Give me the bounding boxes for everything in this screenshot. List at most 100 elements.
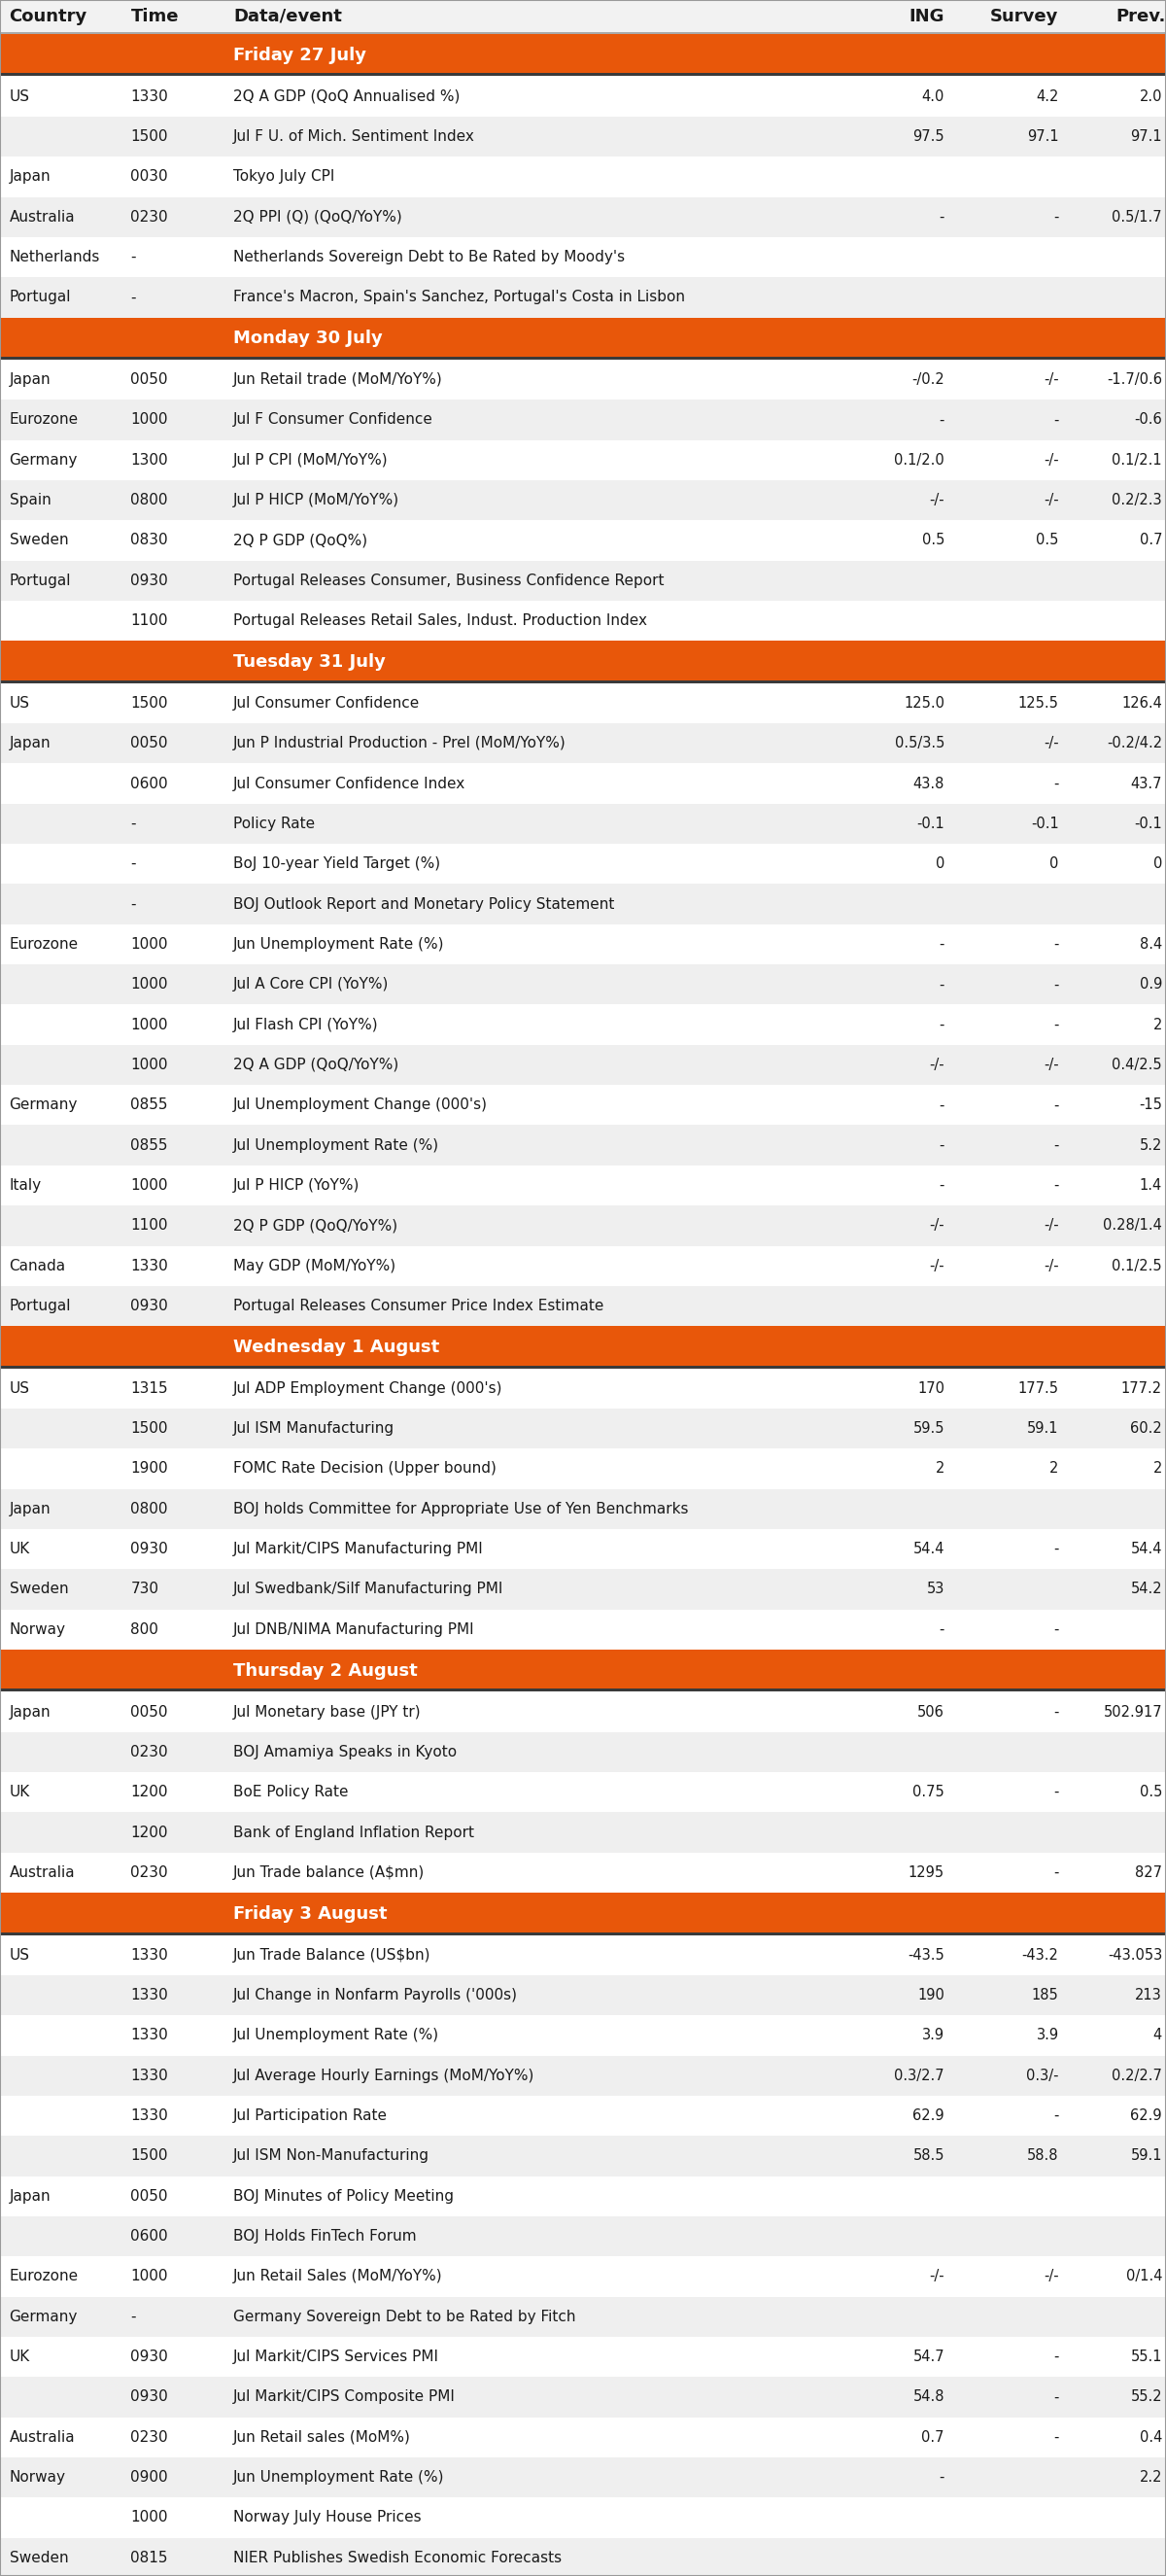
Text: US: US: [9, 1947, 30, 1963]
Text: Jul Markit/CIPS Composite PMI: Jul Markit/CIPS Composite PMI: [233, 2391, 456, 2403]
Text: Japan: Japan: [9, 1502, 51, 1517]
Text: -: -: [940, 938, 944, 951]
Text: 1000: 1000: [131, 1059, 168, 1072]
Text: 1200: 1200: [131, 1826, 168, 1839]
Bar: [0, 317, 1166, 361]
Text: 59.1: 59.1: [1027, 1422, 1059, 1435]
Text: 97.1: 97.1: [1130, 129, 1163, 144]
Text: Tokyo July CPI: Tokyo July CPI: [233, 170, 335, 183]
Text: Monday 30 July: Monday 30 July: [233, 330, 382, 348]
Text: BoE Policy Rate: BoE Policy Rate: [233, 1785, 349, 1801]
Text: -: -: [1054, 2391, 1059, 2403]
Text: -: -: [1054, 2429, 1059, 2445]
Text: France's Macron, Spain's Sanchez, Portugal's Costa in Lisbon: France's Macron, Spain's Sanchez, Portug…: [233, 291, 686, 304]
Text: Jul F Consumer Confidence: Jul F Consumer Confidence: [233, 412, 434, 428]
Text: -: -: [1054, 1097, 1059, 1113]
Text: 0.75: 0.75: [913, 1785, 944, 1801]
Text: 0/1.4: 0/1.4: [1125, 2269, 1163, 2285]
Text: 827: 827: [1135, 1865, 1163, 1880]
Bar: [0, 1206, 1166, 1247]
Bar: [0, 1814, 1166, 1852]
Bar: [0, 1247, 1166, 1285]
Text: 1330: 1330: [131, 1260, 168, 1273]
Text: 0: 0: [1153, 858, 1163, 871]
Text: 0.7: 0.7: [921, 2429, 944, 2445]
Text: Eurozone: Eurozone: [9, 938, 78, 951]
Bar: [0, 1649, 1166, 1692]
Bar: [0, 361, 1166, 399]
Text: 0.2/2.3: 0.2/2.3: [1112, 492, 1163, 507]
Text: Spain: Spain: [9, 492, 51, 507]
Text: Jul Change in Nonfarm Payrolls ('000s): Jul Change in Nonfarm Payrolls ('000s): [233, 1989, 518, 2002]
Text: 177.2: 177.2: [1122, 1381, 1163, 1396]
Text: 0600: 0600: [131, 775, 168, 791]
Text: Italy: Italy: [9, 1177, 42, 1193]
Bar: [0, 2215, 1166, 2257]
Text: -: -: [1054, 775, 1059, 791]
Text: Jun Retail Sales (MoM/YoY%): Jun Retail Sales (MoM/YoY%): [233, 2269, 443, 2285]
Text: 0930: 0930: [131, 1298, 168, 1314]
Text: Friday 27 July: Friday 27 July: [233, 46, 366, 64]
Text: BOJ Outlook Report and Monetary Policy Statement: BOJ Outlook Report and Monetary Policy S…: [233, 896, 614, 912]
Text: -: -: [940, 1177, 944, 1193]
Text: Jul Consumer Confidence: Jul Consumer Confidence: [233, 696, 420, 711]
Text: 0.5/3.5: 0.5/3.5: [894, 737, 944, 750]
Bar: [0, 196, 1166, 237]
Text: -/-: -/-: [929, 1260, 944, 1273]
Text: 1000: 1000: [131, 1177, 168, 1193]
Bar: [0, 278, 1166, 317]
Text: Australia: Australia: [9, 209, 75, 224]
Text: 54.4: 54.4: [1131, 1543, 1163, 1556]
Text: 54.4: 54.4: [913, 1543, 944, 1556]
Text: 213: 213: [1136, 1989, 1163, 2002]
Text: 0050: 0050: [131, 2190, 168, 2202]
Bar: [0, 963, 1166, 1005]
Bar: [0, 2136, 1166, 2177]
Text: -: -: [1054, 1139, 1059, 1151]
Text: -: -: [131, 250, 136, 265]
Text: 0.4: 0.4: [1139, 2429, 1163, 2445]
Text: Tuesday 31 July: Tuesday 31 July: [233, 654, 386, 670]
Bar: [0, 845, 1166, 884]
Bar: [0, 641, 1166, 644]
Bar: [0, 1327, 1166, 1329]
Text: 0230: 0230: [131, 1865, 168, 1880]
Text: Jul Consumer Confidence Index: Jul Consumer Confidence Index: [233, 775, 465, 791]
Text: 0800: 0800: [131, 1502, 168, 1517]
Text: Norway: Norway: [9, 2470, 65, 2486]
Text: Jun Trade Balance (US$bn): Jun Trade Balance (US$bn): [233, 1947, 431, 1963]
Bar: [0, 562, 1166, 600]
Text: 1500: 1500: [131, 696, 168, 711]
Text: -/-: -/-: [1044, 2269, 1059, 2285]
Text: -: -: [1054, 1705, 1059, 1718]
Text: 2: 2: [1153, 1461, 1163, 1476]
Text: 0855: 0855: [131, 1139, 168, 1151]
Bar: [0, 762, 1166, 804]
Text: 1330: 1330: [131, 1989, 168, 2002]
Text: 0: 0: [1049, 858, 1059, 871]
Text: -: -: [131, 817, 136, 832]
Text: 0050: 0050: [131, 374, 168, 386]
Text: Jul Participation Rate: Jul Participation Rate: [233, 2110, 387, 2123]
Text: -/-: -/-: [929, 492, 944, 507]
Text: BOJ Minutes of Policy Meeting: BOJ Minutes of Policy Meeting: [233, 2190, 454, 2202]
Text: 0230: 0230: [131, 209, 168, 224]
Bar: [0, 2257, 1166, 2298]
Bar: [0, 1489, 1166, 1530]
Text: 0.1/2.1: 0.1/2.1: [1112, 453, 1163, 466]
Text: BOJ holds Committee for Appropriate Use of Yen Benchmarks: BOJ holds Committee for Appropriate Use …: [233, 1502, 688, 1517]
Text: 4: 4: [1153, 2027, 1163, 2043]
Bar: [0, 641, 1166, 683]
Text: 54.8: 54.8: [913, 2391, 944, 2403]
Text: Time: Time: [131, 8, 178, 26]
Text: -1.7/0.6: -1.7/0.6: [1107, 374, 1163, 386]
Text: Jul Markit/CIPS Services PMI: Jul Markit/CIPS Services PMI: [233, 2349, 440, 2365]
Text: 62.9: 62.9: [1130, 2110, 1163, 2123]
Text: -/-: -/-: [929, 1059, 944, 1072]
Text: UK: UK: [9, 1543, 30, 1556]
Text: 0: 0: [935, 858, 944, 871]
Text: Jul Swedbank/Silf Manufacturing PMI: Jul Swedbank/Silf Manufacturing PMI: [233, 1582, 504, 1597]
Text: 1000: 1000: [131, 1018, 168, 1033]
Text: 190: 190: [918, 1989, 944, 2002]
Bar: [0, 1610, 1166, 1649]
